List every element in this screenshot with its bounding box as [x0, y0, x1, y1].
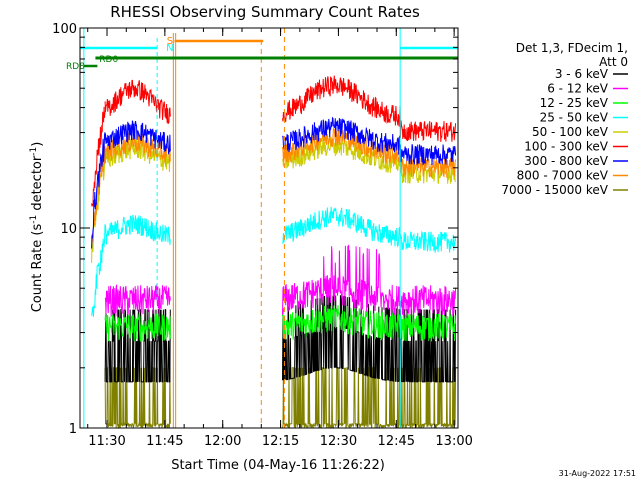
flag-label-s: S — [167, 36, 173, 47]
axes: 11:30 11:45 12:00 12:15 12:30 12:45 13:00 1 10 10… — [52, 22, 473, 449]
series-segment — [104, 309, 171, 383]
y-tick-label: 100 — [52, 22, 77, 37]
legend-entry-label: 50 - 100 keV — [532, 125, 609, 139]
y-tick-label: 1 — [69, 422, 77, 437]
series-segment — [282, 206, 457, 253]
x-tick-label: 13:00 — [435, 434, 472, 449]
x-tick-label: 12:15 — [262, 434, 299, 449]
flag-label-rd0: RD0 — [99, 55, 118, 65]
legend-entry-label: 800 - 7000 keV — [517, 169, 609, 183]
legend-entry-label: 12 - 25 keV — [540, 96, 609, 110]
series-25-50-kev — [91, 206, 457, 317]
series-6-12-kev — [104, 244, 457, 317]
series-segment — [104, 79, 171, 125]
x-tick-label: 11:45 — [146, 434, 183, 449]
series-segment — [104, 214, 171, 245]
series-segment — [104, 313, 171, 343]
series-segment — [282, 305, 457, 342]
legend-entry-label: 3 - 6 keV — [555, 67, 609, 81]
series-segment — [282, 75, 457, 142]
x-tick-label: 12:00 — [204, 434, 241, 449]
series-segment — [282, 127, 457, 178]
series-segment — [282, 135, 457, 184]
series-12-25-kev — [104, 305, 457, 343]
y-axis-label: Count Rate (s-1 detector-1) — [29, 142, 45, 313]
x-tick-label: 12:30 — [320, 434, 357, 449]
flag-label-n: N — [166, 43, 173, 54]
legend-header-line-2: Att 0 — [599, 55, 628, 69]
legend-entry-label: 6 - 12 keV — [547, 82, 609, 96]
series-rise-segment — [91, 132, 106, 249]
chart-title: RHESSI Observing Summary Count Rates — [110, 3, 420, 21]
series-segment — [282, 244, 457, 317]
footer-date: 31-Aug-2022 17:51 — [559, 469, 636, 478]
series-300-800-kev — [91, 116, 457, 249]
series-segment — [104, 283, 171, 317]
series-rise-segment — [91, 224, 106, 317]
plot-area — [91, 75, 457, 430]
legend-entry-label: 7000 - 15000 keV — [501, 183, 608, 197]
x-tick-label: 11:30 — [88, 434, 125, 449]
legend-entry-label: 25 - 50 keV — [540, 111, 609, 125]
y-tick-label: 10 — [60, 222, 77, 237]
legend-header-line-1: Det 1,3, FDecim 1, — [516, 41, 628, 55]
series-rise-segment — [91, 106, 106, 207]
legend-entry-label: 100 - 300 keV — [524, 140, 608, 154]
flag-label-rd8: RD8 — [66, 62, 85, 72]
legend-entry-label: 300 - 800 keV — [524, 154, 608, 168]
series-segment — [104, 367, 171, 429]
x-axis-label: Start Time (04-May-16 11:26:22) — [171, 458, 385, 473]
series-100-300-kev — [91, 75, 457, 207]
series-segment — [282, 116, 457, 166]
x-tick-label: 12:45 — [378, 434, 415, 449]
series-segment — [104, 120, 171, 155]
